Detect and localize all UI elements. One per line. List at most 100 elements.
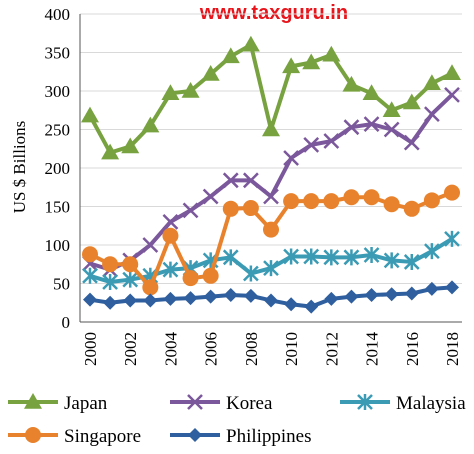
data-point-japan xyxy=(443,64,461,81)
x-tick-label: 2008 xyxy=(242,332,261,366)
data-point-korea xyxy=(444,86,460,103)
data-point-japan xyxy=(342,75,361,92)
data-point-philippines xyxy=(123,293,138,308)
x-tick-label: 2010 xyxy=(282,332,301,366)
data-point-singapore xyxy=(162,227,179,244)
data-point-philippines xyxy=(83,292,97,307)
data-point-philippines xyxy=(223,288,238,303)
data-point-philippines xyxy=(163,291,178,306)
data-point-philippines xyxy=(203,289,218,304)
series-singapore xyxy=(82,184,460,296)
legend-item-korea: Korea xyxy=(170,393,273,414)
legend-item-philippines: Philippines xyxy=(170,426,312,447)
data-point-japan xyxy=(322,45,341,62)
data-point-philippines xyxy=(445,280,459,295)
data-point-malaysia xyxy=(102,273,118,290)
data-point-philippines xyxy=(143,293,158,308)
legend: Japan Korea Malaysia Singapore Philippines xyxy=(8,393,466,447)
data-point-malaysia xyxy=(283,248,299,265)
data-point-korea xyxy=(243,172,259,189)
x-tick-label: 2004 xyxy=(161,332,180,367)
watermark-text: www.taxguru.in xyxy=(199,2,348,24)
data-point-malaysia xyxy=(323,249,340,266)
data-point-singapore xyxy=(82,246,98,263)
data-point-japan xyxy=(161,84,180,101)
legend-label-singapore: Singapore xyxy=(64,426,141,447)
series-philippines xyxy=(83,280,459,314)
legend-marker-japan xyxy=(24,393,42,409)
data-point-malaysia xyxy=(363,247,380,264)
legend-item-japan: Japan xyxy=(8,393,108,414)
data-point-japan xyxy=(141,116,160,133)
data-point-korea xyxy=(222,172,239,189)
data-point-singapore xyxy=(283,193,300,210)
data-point-malaysia xyxy=(343,249,360,266)
data-point-korea xyxy=(263,188,279,205)
x-tick-label: 2014 xyxy=(363,332,382,367)
data-point-singapore xyxy=(182,270,199,287)
data-point-malaysia xyxy=(162,261,179,278)
legend-marker-korea xyxy=(187,394,203,410)
data-point-philippines xyxy=(304,299,319,314)
y-tick-label: 400 xyxy=(45,5,71,24)
data-point-philippines xyxy=(264,293,278,308)
data-point-malaysia xyxy=(122,271,139,288)
x-tick-label: 2006 xyxy=(202,332,221,366)
data-point-singapore xyxy=(363,189,380,206)
data-point-philippines xyxy=(404,286,419,301)
data-point-singapore xyxy=(383,196,400,213)
data-point-korea xyxy=(303,137,320,153)
data-point-korea xyxy=(403,134,420,151)
data-point-singapore xyxy=(444,184,460,201)
x-tick-label: 2018 xyxy=(443,332,462,366)
data-point-philippines xyxy=(424,281,439,296)
data-point-japan xyxy=(201,65,220,81)
y-tick-label: 100 xyxy=(45,236,71,255)
series-layer xyxy=(81,35,461,314)
y-tick-label: 150 xyxy=(45,198,71,217)
x-tick-label: 2000 xyxy=(81,332,100,366)
data-point-korea xyxy=(162,214,179,230)
series-japan xyxy=(81,35,461,160)
data-point-singapore xyxy=(303,193,320,210)
y-tick-label: 0 xyxy=(62,313,71,332)
data-point-japan xyxy=(362,84,381,101)
data-point-japan xyxy=(181,82,200,98)
data-point-philippines xyxy=(103,295,118,310)
series-korea xyxy=(82,86,460,278)
series-malaysia xyxy=(82,230,460,290)
data-point-japan xyxy=(221,47,240,64)
data-point-singapore xyxy=(202,267,219,284)
legend-item-singapore: Singapore xyxy=(8,426,141,447)
data-point-malaysia xyxy=(82,267,98,284)
data-point-japan xyxy=(422,74,441,91)
x-tick-label: 2016 xyxy=(403,332,422,366)
data-point-singapore xyxy=(242,200,259,217)
data-point-japan xyxy=(262,120,280,137)
x-tick-labels: 2000 2002 2004 2006 2008 2010 2012 2014 2016 2018 xyxy=(81,332,462,367)
data-point-malaysia xyxy=(403,253,420,270)
data-point-malaysia xyxy=(444,230,460,247)
data-point-japan xyxy=(121,137,140,154)
data-point-philippines xyxy=(183,291,198,306)
y-tick-labels: 0 50 100 150 200 250 300 350 400 xyxy=(45,5,71,332)
x-tick-label: 2002 xyxy=(121,332,140,366)
data-point-japan xyxy=(81,106,99,123)
data-point-korea xyxy=(182,202,199,219)
y-tick-label: 250 xyxy=(45,121,71,140)
y-tick-label: 200 xyxy=(45,159,71,178)
data-point-malaysia xyxy=(243,265,259,282)
legend-label-malaysia: Malaysia xyxy=(396,393,466,414)
legend-item-malaysia: Malaysia xyxy=(340,393,466,414)
data-point-japan xyxy=(382,101,401,117)
data-point-japan xyxy=(402,93,421,110)
data-point-singapore xyxy=(403,200,420,217)
data-point-korea xyxy=(424,106,440,122)
data-point-philippines xyxy=(324,291,339,306)
data-point-japan xyxy=(302,53,321,70)
data-point-malaysia xyxy=(424,243,440,260)
data-point-malaysia xyxy=(263,260,279,277)
data-point-malaysia xyxy=(383,252,400,269)
y-tick-label: 50 xyxy=(53,275,70,294)
